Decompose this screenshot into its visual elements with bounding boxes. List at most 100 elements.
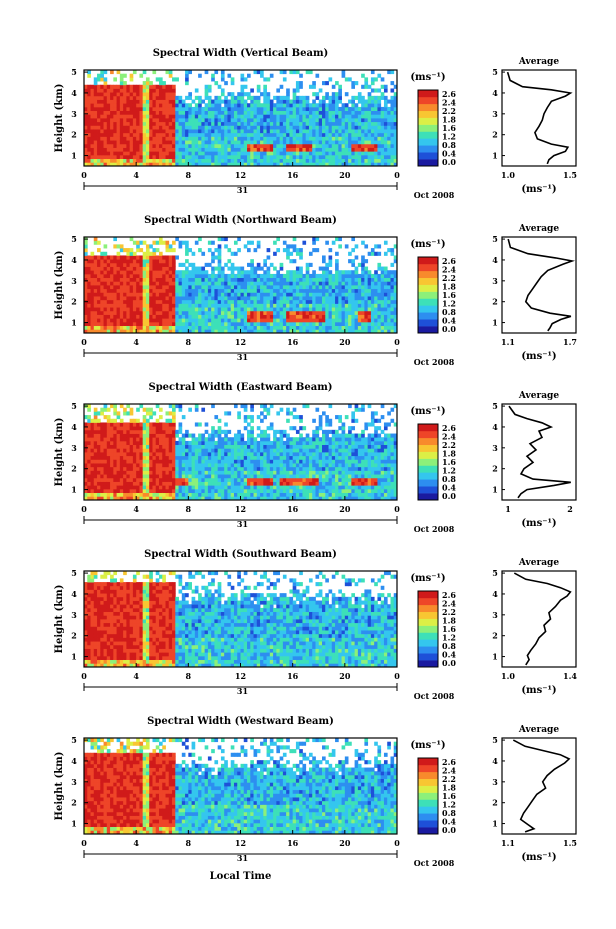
- heatmap-cell: [149, 118, 153, 123]
- heatmap-cell: [110, 455, 114, 460]
- heatmap-cell: [357, 329, 362, 334]
- heatmap-cell: [308, 325, 313, 330]
- heatmap-cell: [172, 325, 176, 330]
- heatmap-cell: [233, 318, 238, 323]
- heatmap-cell: [93, 470, 98, 475]
- heatmap-cell: [188, 248, 192, 253]
- heatmap-cell: [292, 143, 297, 148]
- heatmap-cell: [162, 429, 166, 434]
- heatmap-cell: [325, 240, 329, 245]
- heatmap-cell: [289, 162, 294, 167]
- heatmap-cell: [276, 277, 281, 282]
- heatmap-cell: [152, 477, 157, 482]
- heatmap-cell: [145, 251, 150, 256]
- heatmap-cell: [123, 314, 127, 319]
- heatmap-cell: [100, 429, 104, 434]
- heatmap-cell: [383, 136, 388, 141]
- heatmap-cell: [185, 310, 189, 315]
- heatmap-cell: [383, 307, 388, 312]
- heatmap-cell: [126, 151, 131, 156]
- heatmap-cell: [123, 318, 127, 323]
- heatmap-cell: [204, 147, 209, 152]
- heatmap-cell: [181, 121, 186, 126]
- heatmap-cell: [338, 106, 342, 112]
- heatmap-cell: [158, 273, 163, 279]
- heatmap-cell: [380, 281, 385, 286]
- heatmap-cell: [237, 325, 241, 330]
- heatmap-cell: [322, 314, 326, 319]
- heatmap-cell: [243, 329, 248, 334]
- heatmap-cell: [87, 452, 91, 457]
- heatmap-cell: [188, 448, 192, 453]
- heatmap-cell: [240, 136, 245, 141]
- heatmap-cell: [136, 121, 140, 126]
- heatmap-cell: [354, 277, 359, 282]
- heatmap-cell: [90, 129, 95, 134]
- heatmap-cell: [149, 496, 153, 501]
- heatmap-cell: [149, 440, 153, 446]
- heatmap-cell: [328, 132, 333, 137]
- heatmap-cell: [152, 262, 157, 267]
- heatmap-cell: [331, 285, 336, 290]
- heatmap-cell: [253, 70, 258, 75]
- heatmap-cell: [315, 125, 320, 130]
- heatmap-cell: [149, 114, 153, 119]
- heatmap-cell: [172, 314, 176, 319]
- heatmap-cell: [123, 95, 127, 100]
- heatmap-cell: [286, 99, 290, 104]
- heatmap-cell: [198, 118, 202, 123]
- heatmap-cell: [198, 270, 202, 275]
- heatmap-cell: [315, 158, 320, 163]
- heatmap-cell: [126, 88, 131, 93]
- colorbar-step: [418, 152, 438, 160]
- heatmap-cell: [230, 158, 235, 163]
- heatmap-cell: [175, 154, 179, 160]
- heatmap-cell: [237, 321, 241, 327]
- heatmap-cell: [145, 310, 150, 315]
- heatmap-cell: [390, 314, 395, 319]
- heatmap-cell: [87, 285, 91, 290]
- heatmap-cell: [123, 481, 127, 486]
- heatmap-cell: [106, 463, 111, 468]
- heatmap-cell: [103, 466, 108, 471]
- heatmap-cell: [393, 151, 398, 156]
- heatmap-cell: [201, 99, 206, 104]
- heatmap-cell: [168, 422, 173, 427]
- heatmap-cell: [158, 154, 163, 160]
- heatmap-cell: [214, 299, 219, 304]
- heatmap-cell: [260, 114, 264, 119]
- heatmap-cell: [139, 277, 144, 282]
- heatmap-cell: [158, 162, 163, 167]
- heatmap-cell: [113, 285, 117, 290]
- heatmap-cell: [84, 496, 88, 501]
- heatmap-cell: [165, 310, 170, 315]
- heatmap-cell: [260, 288, 264, 293]
- heatmap-cell: [90, 474, 95, 479]
- heatmap-cell: [168, 273, 173, 279]
- heatmap-cell: [103, 299, 108, 304]
- heatmap-cell: [136, 110, 140, 115]
- heatmap-cell: [260, 329, 264, 334]
- heatmap-cell: [191, 474, 196, 479]
- heatmap-cell: [204, 329, 209, 334]
- heatmap-cell: [315, 288, 320, 293]
- heatmap-cell: [100, 411, 104, 416]
- heatmap-cell: [299, 136, 303, 141]
- heatmap-cell: [370, 251, 375, 256]
- heatmap-cell: [374, 110, 378, 115]
- heatmap-cell: [145, 95, 150, 100]
- heatmap-cell: [165, 248, 170, 253]
- heatmap-cell: [237, 248, 241, 253]
- heatmap-cell: [126, 114, 131, 119]
- heatmap-cell: [123, 463, 127, 468]
- heatmap-cell: [110, 132, 114, 137]
- heatmap-cell: [325, 162, 329, 167]
- heatmap-cell: [185, 251, 189, 256]
- heatmap-cell: [318, 106, 323, 112]
- heatmap-cell: [243, 129, 248, 134]
- heatmap-cell: [175, 455, 179, 460]
- heatmap-cell: [308, 277, 313, 282]
- heatmap-cell: [315, 314, 320, 319]
- heatmap-cell: [393, 106, 398, 112]
- heatmap-cell: [110, 318, 114, 323]
